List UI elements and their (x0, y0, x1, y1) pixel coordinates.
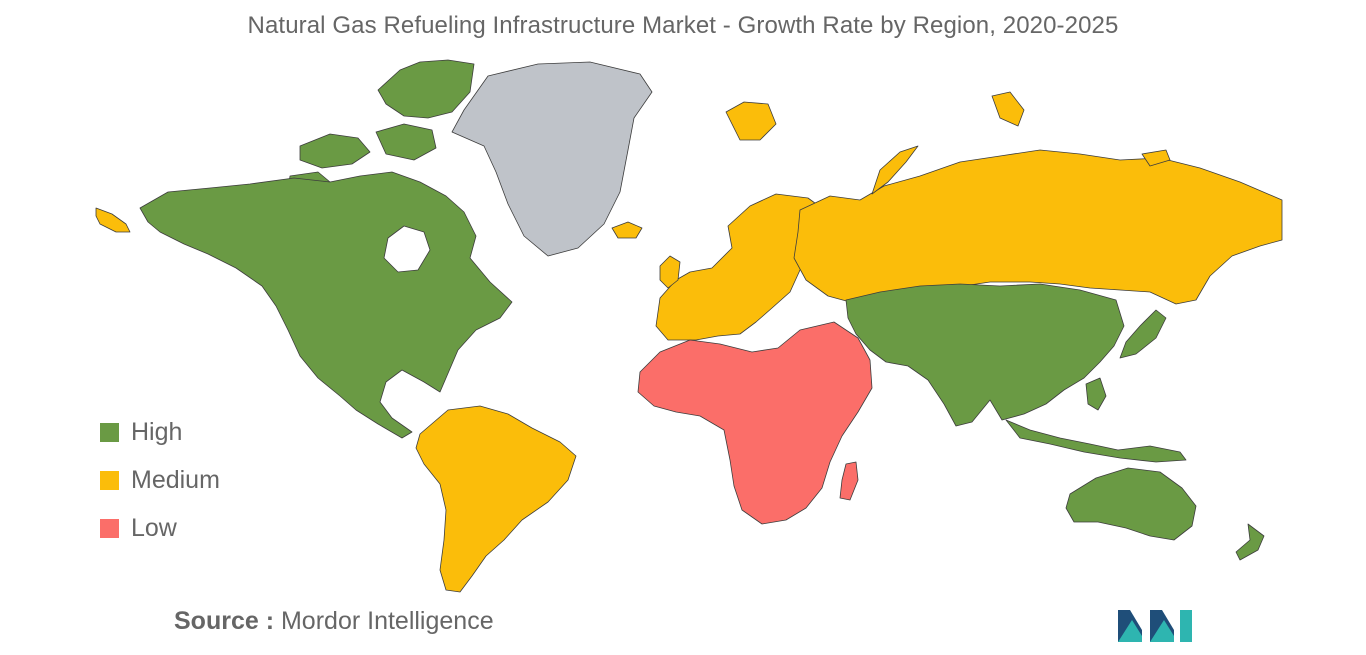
source-prefix: Source : (174, 607, 275, 635)
hudson-bay (383, 225, 431, 273)
region-novaya-zemlya (871, 145, 919, 195)
region-alaska-tail (95, 207, 131, 233)
legend-swatch-medium (100, 470, 119, 490)
region-africa-middle-east (637, 321, 873, 525)
region-severnaya (991, 91, 1025, 127)
region-canada-islands-2 (299, 133, 371, 169)
map-legend: High Medium Low (100, 408, 220, 552)
region-russia (793, 149, 1283, 305)
chart-title: Natural Gas Refueling Infrastructure Mar… (247, 12, 1119, 39)
region-indonesia (1005, 419, 1187, 463)
region-uk (659, 255, 681, 289)
legend-item-low: Low (100, 504, 220, 552)
legend-swatch-high (100, 422, 119, 442)
region-philippines (1085, 377, 1107, 411)
source-text: Mordor Intelligence (280, 607, 494, 635)
region-canada-islands-3 (375, 123, 437, 161)
legend-label-high: High (131, 417, 183, 446)
legend-label-medium: Medium (131, 465, 220, 494)
region-australia (1065, 467, 1197, 541)
source-note: Source : Mordor Intelligence (174, 607, 494, 636)
region-svalbard (725, 101, 777, 141)
legend-item-high: High (100, 408, 220, 456)
region-asia (845, 283, 1125, 427)
region-north-america (139, 171, 513, 439)
region-south-america (415, 405, 577, 593)
legend-item-medium: Medium (100, 456, 220, 504)
region-japan (1119, 309, 1167, 359)
legend-swatch-low (100, 518, 119, 538)
region-new-zealand (1235, 523, 1265, 561)
legend-label-low: Low (131, 513, 177, 542)
region-canada-islands (377, 59, 475, 119)
region-iceland (611, 221, 643, 239)
region-madagascar (839, 461, 859, 501)
region-new-siberian (1141, 149, 1171, 167)
region-greenland (451, 61, 653, 257)
mordor-intelligence-logo-icon (1118, 610, 1192, 642)
